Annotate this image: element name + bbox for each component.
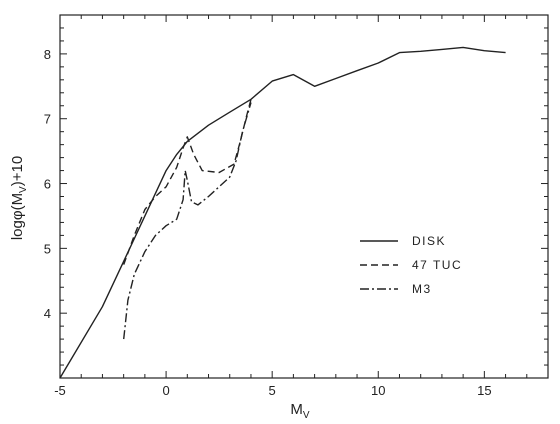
x-axis-label: MV [290,401,310,421]
y-tick-label: 4 [44,306,51,321]
legend-label: 47 TUC [412,258,462,272]
y-tick-label: 6 [44,177,51,192]
x-tick-label: 0 [162,383,169,398]
legend-label: DISK [412,234,446,248]
x-tick-label: 15 [477,383,491,398]
series-layer [59,46,506,379]
y-axis-ticks: 4 5 6 7 8 [44,14,548,379]
series-line-m3 [123,102,252,340]
y-tick-label: 8 [44,47,51,62]
series-line-disk [59,46,506,379]
y-axis-label: logφ(MV)+10 [9,156,29,240]
x-tick-label: 10 [371,383,385,398]
y-tick-label: 5 [44,241,51,256]
legend-label: M3 [412,282,432,296]
y-tick-label: 7 [44,112,51,127]
plot-area [59,14,549,379]
x-tick-label: -5 [54,383,66,398]
series-line-47-tuc [123,99,252,265]
plot-frame [59,14,549,379]
legend: DISK 47 TUC M3 [360,234,462,296]
x-axis-ticks: -5 0 5 10 15 [54,15,549,398]
x-tick-label: 5 [269,383,276,398]
